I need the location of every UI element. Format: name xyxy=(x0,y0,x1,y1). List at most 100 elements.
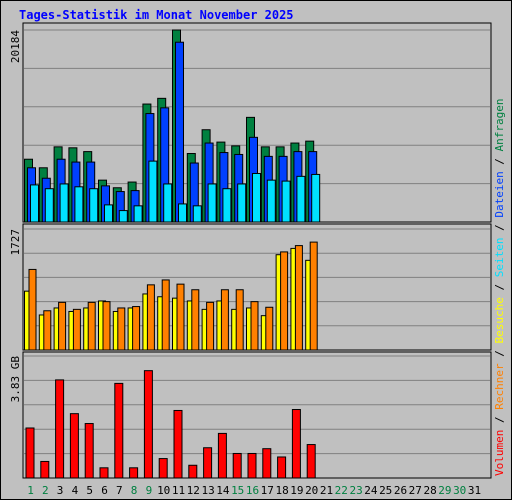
day-label: 2 xyxy=(42,484,49,497)
volumen-bar xyxy=(217,432,227,479)
seiten-bar xyxy=(133,205,143,223)
requests-axis-max-label: 20184 xyxy=(9,30,22,63)
seiten-bar xyxy=(148,160,158,223)
rechner-bar xyxy=(102,301,111,351)
rechner-bar xyxy=(117,307,126,351)
day-label: 31 xyxy=(468,484,481,497)
rechner-bar xyxy=(176,283,185,351)
visits-axis-max-label: 1727 xyxy=(9,229,22,256)
chart-title: Tages-Statistik im Monat November 2025 xyxy=(19,8,294,22)
series-legend: Volumen / Rechner / Besuche / Seiten / D… xyxy=(493,98,506,476)
rechner-bar xyxy=(191,289,200,351)
legend-seiten: Seiten xyxy=(493,238,506,278)
seiten-bar xyxy=(163,183,173,223)
day-label: 29 xyxy=(438,484,451,497)
day-label: 20 xyxy=(305,484,318,497)
day-label: 1 xyxy=(27,484,34,497)
seiten-bar xyxy=(192,205,202,223)
volumen-bar xyxy=(247,452,257,479)
rechner-bar xyxy=(265,306,274,351)
rechner-bar xyxy=(309,241,318,351)
seiten-bar xyxy=(44,188,54,223)
seiten-bar xyxy=(118,210,128,223)
rechner-bar xyxy=(87,301,96,351)
day-label: 5 xyxy=(86,484,93,497)
rechner-bar xyxy=(72,308,81,351)
day-label: 28 xyxy=(423,484,436,497)
seiten-bar xyxy=(30,184,39,223)
seiten-bar xyxy=(266,179,276,223)
volumen-bar xyxy=(158,458,168,479)
day-label: 8 xyxy=(131,484,138,497)
day-label: 15 xyxy=(231,484,244,497)
legend-sep-4: / xyxy=(493,218,506,238)
volumen-bar xyxy=(173,409,183,479)
day-label: 6 xyxy=(101,484,108,497)
rechner-bar xyxy=(220,289,229,351)
day-label: 16 xyxy=(246,484,259,497)
rechner-bar xyxy=(28,268,37,351)
seiten-bar xyxy=(281,180,291,223)
legend-sep-2: / xyxy=(493,344,506,364)
volume-panel xyxy=(22,351,492,479)
seiten-bar xyxy=(207,183,217,223)
day-label: 30 xyxy=(453,484,466,497)
seiten-bar xyxy=(104,204,113,223)
day-label: 10 xyxy=(157,484,170,497)
volumen-bar xyxy=(306,444,316,479)
seiten-bar xyxy=(311,173,321,223)
day-label: 18 xyxy=(275,484,288,497)
volumen-bar xyxy=(188,464,198,479)
legend-rechner: Rechner xyxy=(493,363,506,410)
volumen-bar xyxy=(99,467,109,479)
volumen-bar xyxy=(40,460,50,479)
volumen-bar xyxy=(143,370,153,479)
volumen-bar xyxy=(277,456,287,479)
volumen-bar xyxy=(84,423,94,479)
day-label: 11 xyxy=(172,484,185,497)
rechner-bar xyxy=(58,301,67,351)
volumen-bar xyxy=(232,452,242,479)
rechner-bar xyxy=(250,301,259,351)
dateien-bar xyxy=(175,41,184,223)
legend-anfragen: Anfragen xyxy=(493,98,506,151)
volumen-bar xyxy=(25,427,35,479)
day-label: 25 xyxy=(379,484,392,497)
seiten-bar xyxy=(89,188,99,223)
rechner-bar xyxy=(43,310,52,351)
day-label: 9 xyxy=(146,484,153,497)
day-label: 27 xyxy=(409,484,422,497)
legend-sep-5: / xyxy=(493,151,506,171)
seiten-bar xyxy=(59,183,69,223)
legend-besuche: Besuche xyxy=(493,297,506,343)
day-label: 17 xyxy=(261,484,274,497)
day-label: 12 xyxy=(187,484,200,497)
seiten-bar xyxy=(74,186,84,223)
day-label: 21 xyxy=(320,484,333,497)
rechner-bar xyxy=(294,245,303,351)
rechner-bar xyxy=(235,289,244,351)
volumen-bar xyxy=(203,447,213,479)
volumen-bar xyxy=(55,379,65,479)
rechner-bar xyxy=(146,284,155,351)
legend-volumen: Volumen xyxy=(493,430,506,476)
day-label: 14 xyxy=(216,484,230,497)
day-label: 4 xyxy=(72,484,79,497)
volumen-bar xyxy=(291,409,301,479)
rechner-bar xyxy=(206,301,215,351)
volume-axis-max-label: 3.83 GB xyxy=(9,356,22,403)
volumen-bar xyxy=(262,448,272,479)
legend-sep-3: / xyxy=(493,277,506,297)
day-label: 7 xyxy=(116,484,123,497)
legend-dateien: Dateien xyxy=(493,171,506,217)
seiten-bar xyxy=(222,188,232,223)
day-label: 13 xyxy=(201,484,214,497)
volumen-bar xyxy=(129,467,139,479)
rechner-bar xyxy=(161,279,170,351)
day-label: 23 xyxy=(349,484,362,497)
legend-sep-1: / xyxy=(493,410,506,430)
rechner-bar xyxy=(132,306,141,351)
day-label: 22 xyxy=(335,484,348,497)
day-label: 19 xyxy=(290,484,303,497)
